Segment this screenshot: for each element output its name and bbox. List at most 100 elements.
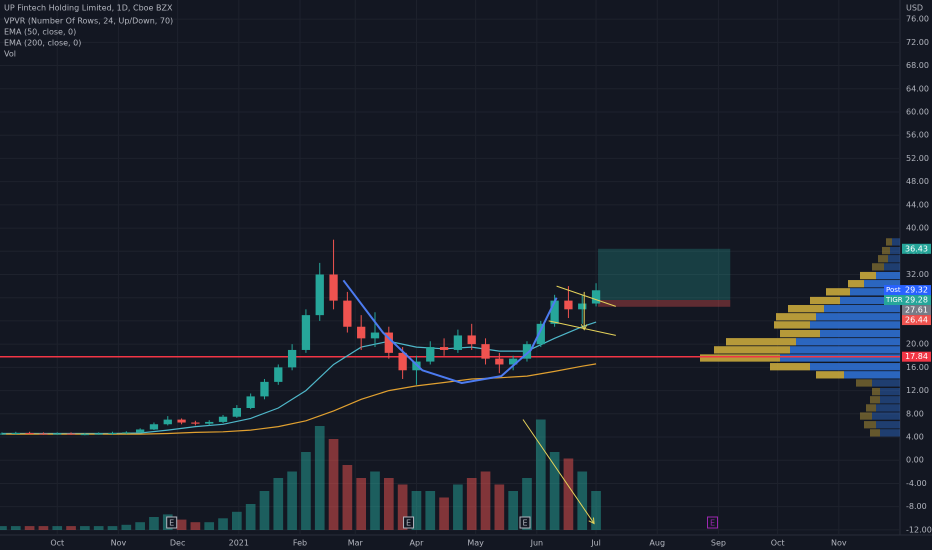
volume-bar [356, 478, 367, 530]
profile-up [790, 346, 900, 354]
x-tick-label: Nov [111, 539, 127, 548]
candle-body [260, 381, 269, 397]
chart-title: UP Fintech Holding Limited, 1D, Cboe BZX [4, 4, 173, 13]
price-tag [902, 243, 931, 254]
volume-bar [494, 484, 505, 530]
x-tick-label: Aug [649, 539, 665, 548]
x-tick-label: Dec [170, 539, 185, 548]
candle-body [39, 433, 48, 435]
profile-up [864, 280, 900, 288]
profile-down [848, 280, 864, 288]
x-tick-label: Nov [831, 539, 847, 548]
candle-body [80, 434, 90, 436]
profile-up [892, 238, 900, 246]
price-tag-value: 29.28 [905, 296, 928, 305]
candle-body [108, 432, 117, 434]
volume-bar [549, 452, 560, 530]
profile-down [714, 346, 790, 354]
x-tick-label: 2021 [229, 539, 249, 548]
volume-bar [107, 526, 118, 530]
volume-bar [314, 426, 325, 530]
indicator-label: EMA (200, close, 0) [4, 39, 81, 48]
volume-bar [149, 517, 159, 530]
y-tick-label: 44.00 [906, 200, 929, 209]
price-tag [902, 295, 931, 306]
y-tick-label: 4.00 [906, 433, 924, 442]
volume-bar [176, 519, 187, 530]
x-tick-label: Oct [771, 539, 785, 548]
volume-bar [121, 524, 132, 530]
event-marker [403, 516, 415, 529]
profile-down [856, 379, 872, 387]
candle-body [495, 358, 504, 365]
volume-bar [577, 471, 588, 530]
volume-bar [259, 491, 270, 530]
y-tick-label: 56.00 [906, 131, 929, 140]
y-tick-label: 52.00 [906, 154, 929, 163]
volume-bar [80, 526, 90, 530]
x-tick-label: Mar [348, 539, 364, 548]
volume-bar [218, 518, 228, 530]
profile-up [880, 396, 900, 404]
candle-body [522, 344, 532, 359]
profile-down [872, 263, 884, 271]
profile-down [870, 396, 880, 404]
drawing [522, 419, 595, 524]
price-tag-name: TIGR [885, 296, 903, 304]
candle-body [66, 433, 76, 435]
candle-body [343, 300, 352, 327]
y-tick-label: -4.00 [906, 479, 927, 488]
candle-body [246, 396, 255, 408]
candle-body [94, 433, 103, 435]
x-tick-label: May [467, 539, 484, 548]
profile-up [876, 421, 900, 429]
profile-down [866, 404, 876, 412]
candle-body [205, 421, 214, 424]
candle-body [453, 335, 463, 350]
volume-bar [273, 478, 284, 530]
candle-body [550, 300, 559, 324]
arrow-head [580, 324, 588, 331]
profile-up [780, 354, 900, 362]
candle-body [25, 432, 34, 434]
candle-body [467, 335, 476, 345]
x-tick-label: Apr [410, 539, 425, 548]
candle-body [315, 274, 324, 316]
candle-body [0, 433, 7, 435]
volume-bar [466, 478, 477, 530]
y-tick-label: -12.00 [906, 525, 932, 534]
volume-bar [508, 491, 518, 530]
y-tick-label: 60.00 [906, 107, 929, 116]
arrow-head [588, 517, 595, 525]
volume-bar [411, 491, 422, 530]
volume-bar [93, 526, 104, 530]
profile-down [872, 388, 880, 396]
drawing [342, 279, 558, 384]
volume-bar [245, 504, 256, 530]
profile-up [888, 255, 900, 263]
candle-body [426, 347, 435, 362]
volume-bar [425, 491, 436, 530]
profile-up [816, 313, 900, 321]
y-tick-label: 32.00 [906, 270, 929, 279]
volume-bar [38, 526, 49, 530]
profile-down [726, 338, 796, 346]
profile-up [872, 379, 900, 387]
target-zone [598, 248, 731, 300]
volume-bar [328, 439, 339, 530]
profile-down [886, 238, 892, 246]
candle-body [53, 433, 62, 435]
volume-bar [24, 526, 35, 530]
candle-body [509, 358, 518, 365]
price-tag [902, 351, 931, 362]
volume-bar [383, 478, 394, 530]
currency: USD [906, 4, 923, 13]
price-tag-value: 26.44 [905, 316, 928, 325]
candle-body [287, 349, 297, 368]
candle-body [564, 300, 573, 310]
profile-down [870, 429, 880, 437]
candle-body [439, 347, 449, 350]
y-tick-label: 40.00 [906, 224, 929, 233]
volume-bar [535, 419, 546, 530]
